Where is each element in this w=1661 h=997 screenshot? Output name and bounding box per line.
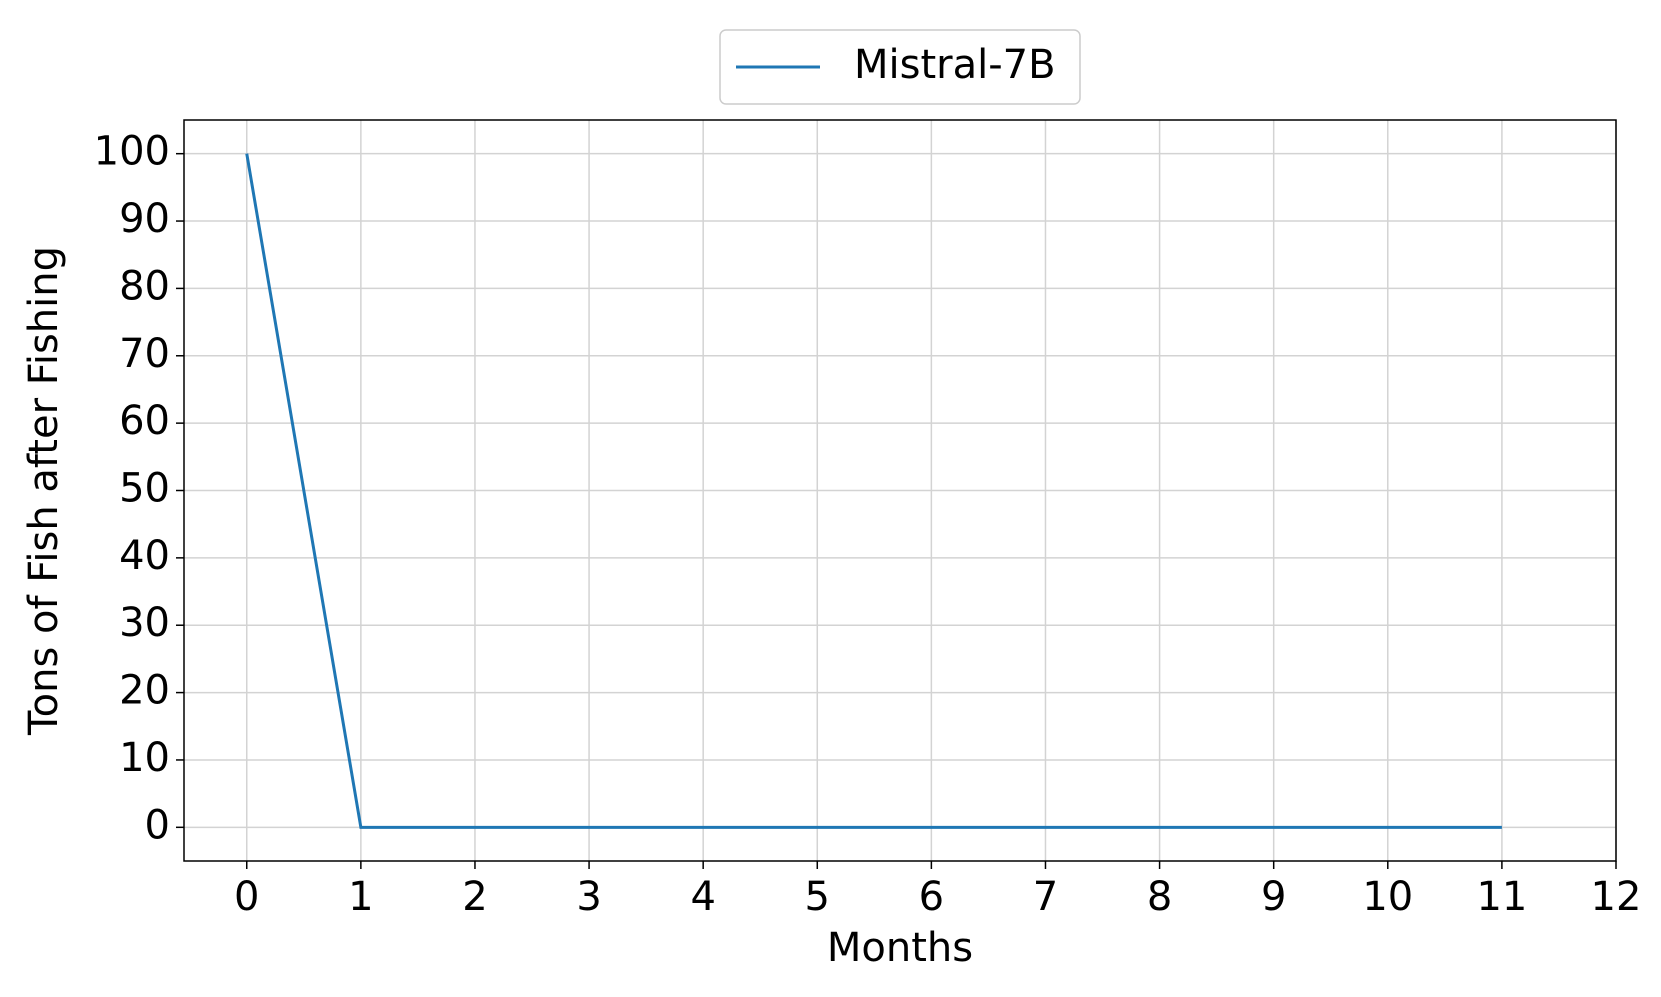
x-tick-label: 12: [1591, 874, 1642, 920]
x-tick-label: 3: [576, 874, 601, 920]
x-tick-label: 10: [1362, 874, 1413, 920]
legend-frame: [719, 29, 1081, 105]
legend-label: Mistral-7B: [854, 42, 1056, 88]
y-tick-label: 70: [119, 331, 170, 377]
y-tick-label: 80: [119, 263, 170, 309]
y-tick-label: 50: [119, 466, 170, 512]
x-axis-label: Months: [827, 925, 973, 971]
x-tick-label: 0: [234, 874, 259, 920]
x-tick-label: 11: [1476, 874, 1527, 920]
y-tick-label: 100: [94, 129, 170, 175]
y-tick-label: 90: [119, 196, 170, 242]
y-tick-label: 40: [119, 533, 170, 579]
plot-frame: [183, 119, 1617, 862]
x-tick-label: 7: [1033, 874, 1058, 920]
x-tick-label: 1: [348, 874, 373, 920]
x-tick-label: 8: [1147, 874, 1172, 920]
x-tick-label: 5: [805, 874, 830, 920]
y-tick-label: 20: [119, 668, 170, 714]
y-tick-label: 60: [119, 398, 170, 444]
y-tick-label: 0: [145, 802, 170, 848]
y-tick-label: 10: [119, 735, 170, 781]
data-line: [245, 153, 1502, 829]
x-tick-label: 9: [1261, 874, 1286, 920]
y-axis-label: Tons of Fish after Fishing: [21, 246, 67, 736]
x-tick-label: 2: [462, 874, 487, 920]
x-tick-label: 6: [919, 874, 944, 920]
legend: Mistral-7B: [719, 29, 1081, 105]
x-tick-label: 4: [690, 874, 715, 920]
y-tick-label: 30: [119, 600, 170, 646]
